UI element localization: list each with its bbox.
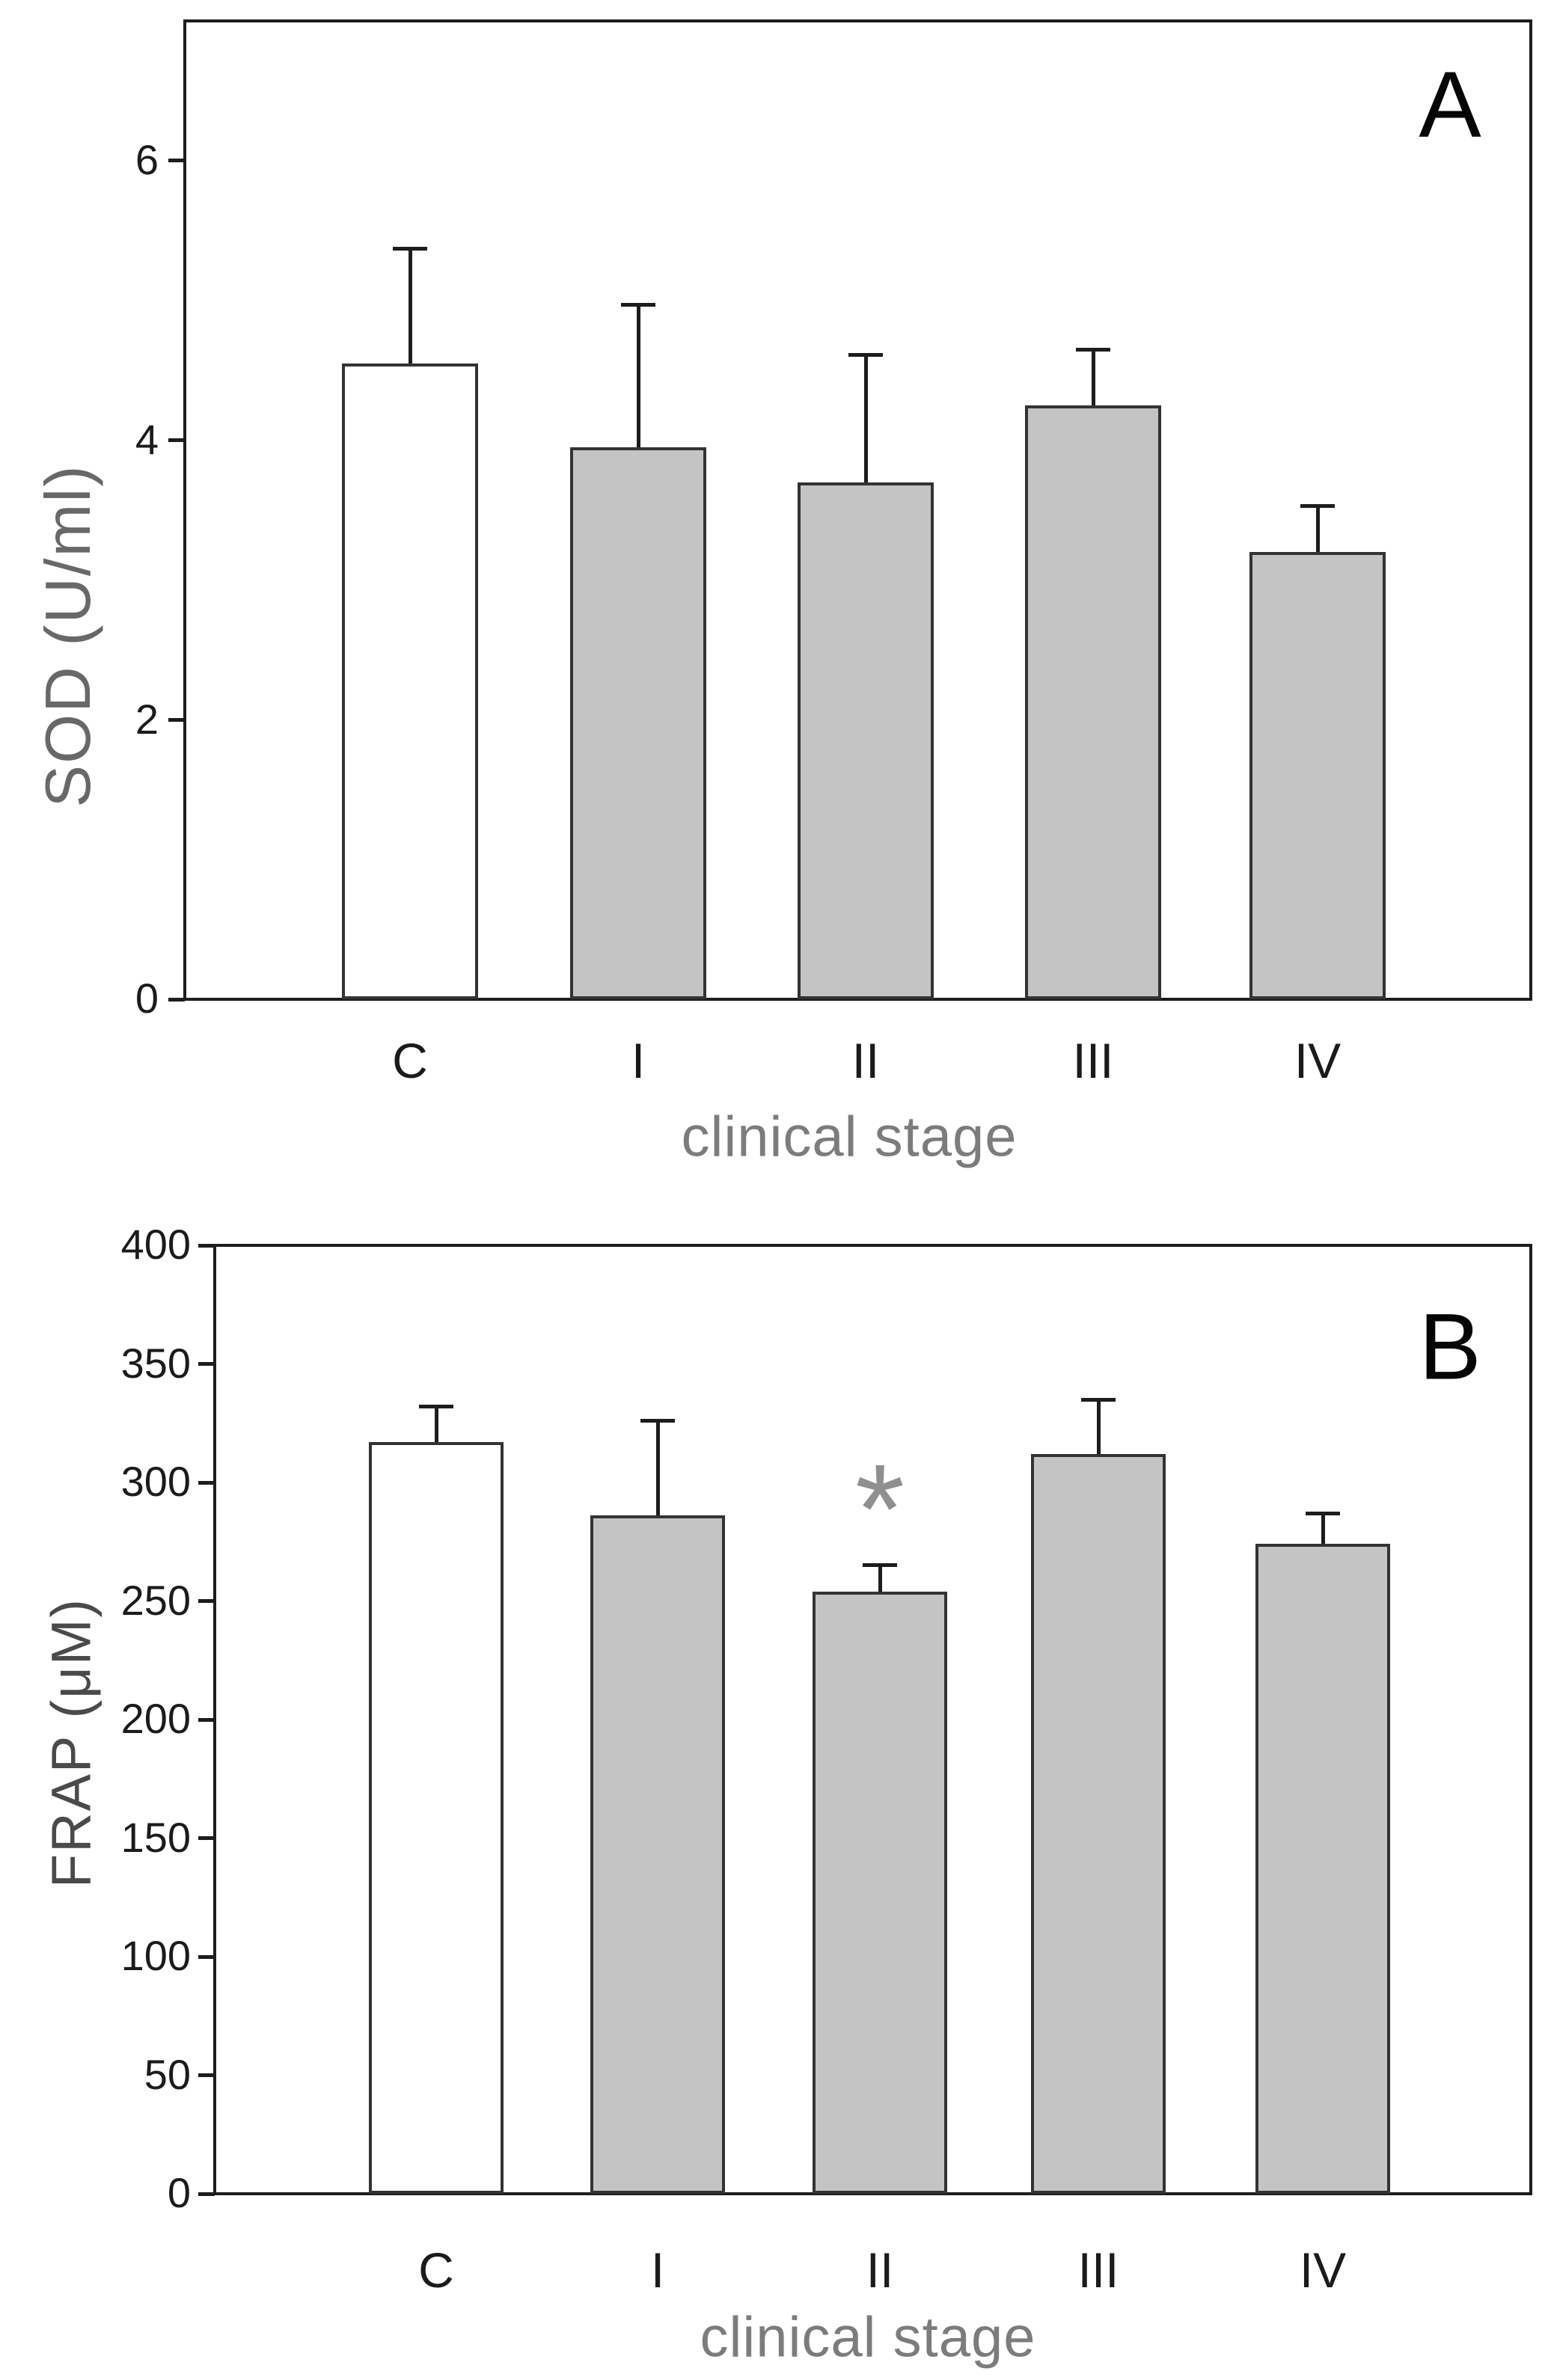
bar-B-IV	[1255, 1544, 1390, 2194]
bar-B-II	[813, 1591, 947, 2194]
error-bar-cap-B-C	[419, 1405, 453, 1409]
bar-A-III	[1025, 405, 1161, 999]
y-tick-A	[168, 159, 185, 163]
bar-B-C	[369, 1442, 504, 2194]
x-axis-title-A: clinical stage	[681, 1105, 1018, 1169]
y-tick-label-B: 50	[144, 2050, 191, 2098]
error-bar-stem-B-III	[1096, 1399, 1101, 1454]
error-bar-stem-B-I	[655, 1420, 660, 1516]
y-axis-title-A: SOD (U/ml)	[33, 464, 104, 808]
y-tick-label-A: 4	[135, 415, 159, 463]
x-tick-label-B-II: II	[866, 2242, 894, 2298]
x-tick-label-A-C: C	[392, 1033, 428, 1088]
y-tick-A	[168, 438, 185, 443]
bar-A-IV	[1249, 552, 1386, 999]
y-tick-label-B: 0	[167, 2169, 191, 2217]
y-tick-label-A: 6	[135, 136, 159, 184]
error-bar-cap-A-C	[393, 247, 427, 251]
bar-A-C	[342, 363, 478, 999]
error-bar-stem-B-IV	[1321, 1513, 1325, 1545]
y-tick-B	[198, 1599, 215, 1603]
y-tick-label-B: 400	[120, 1221, 191, 1269]
y-tick-B	[198, 1480, 215, 1485]
x-tick-label-B-III: III	[1077, 2242, 1119, 2298]
y-tick-B	[198, 2073, 215, 2077]
y-tick-label-B: 200	[120, 1695, 191, 1743]
y-tick-label-B: 150	[120, 1813, 191, 1861]
plot-frame-B	[213, 1244, 1532, 2195]
plot-frame-A	[183, 19, 1532, 1001]
error-bar-cap-A-IV	[1300, 503, 1335, 508]
y-tick-A	[168, 997, 185, 1002]
error-bar-cap-A-III	[1076, 347, 1110, 352]
bar-A-II	[798, 482, 934, 999]
bar-B-III	[1031, 1453, 1166, 2194]
x-tick-label-B-IV: IV	[1299, 2242, 1347, 2298]
x-tick-label-A-I: I	[631, 1033, 646, 1088]
bar-A-I	[570, 447, 706, 999]
y-tick-label-B: 100	[120, 1932, 191, 1980]
error-bar-stem-A-IV	[1315, 506, 1320, 553]
error-bar-cap-B-IV	[1306, 1511, 1340, 1515]
error-bar-stem-A-III	[1091, 349, 1095, 405]
error-bar-stem-A-I	[636, 304, 640, 447]
error-bar-cap-B-II	[863, 1563, 897, 1568]
significance-asterisk-B: *	[854, 1438, 905, 1580]
x-tick-label-B-C: C	[418, 2242, 454, 2298]
y-tick-B	[198, 1836, 215, 1840]
x-axis-title-B: clinical stage	[700, 2305, 1036, 2370]
x-tick-label-A-III: III	[1072, 1033, 1114, 1088]
y-tick-B	[198, 1954, 215, 1959]
y-tick-label-A: 0	[135, 975, 159, 1022]
error-bar-stem-B-II	[878, 1565, 882, 1592]
x-tick-label-B-I: I	[650, 2242, 665, 2298]
y-tick-label-B: 250	[120, 1576, 191, 1624]
error-bar-cap-B-III	[1081, 1397, 1116, 1402]
x-tick-label-A-II: II	[851, 1033, 880, 1088]
error-bar-stem-A-C	[408, 248, 412, 364]
error-bar-stem-B-C	[434, 1406, 438, 1443]
y-tick-label-A: 2	[135, 695, 159, 743]
x-tick-label-A-IV: IV	[1294, 1033, 1342, 1088]
y-tick-label-B: 300	[120, 1458, 191, 1506]
panel-letter-B: B	[1419, 1295, 1481, 1399]
y-tick-B	[198, 1362, 215, 1366]
y-tick-B	[198, 2192, 215, 2196]
bar-B-I	[590, 1515, 725, 2194]
y-tick-B	[198, 1717, 215, 1722]
y-tick-B	[198, 1243, 215, 1248]
y-axis-title-B: FRAP (μM)	[40, 1597, 103, 1889]
error-bar-stem-A-II	[863, 355, 868, 482]
panel-letter-A: A	[1419, 52, 1481, 157]
error-bar-cap-B-I	[640, 1419, 675, 1423]
error-bar-cap-A-I	[621, 302, 655, 307]
y-tick-label-B: 350	[120, 1339, 191, 1387]
y-tick-A	[168, 717, 185, 722]
error-bar-cap-A-II	[848, 353, 883, 358]
